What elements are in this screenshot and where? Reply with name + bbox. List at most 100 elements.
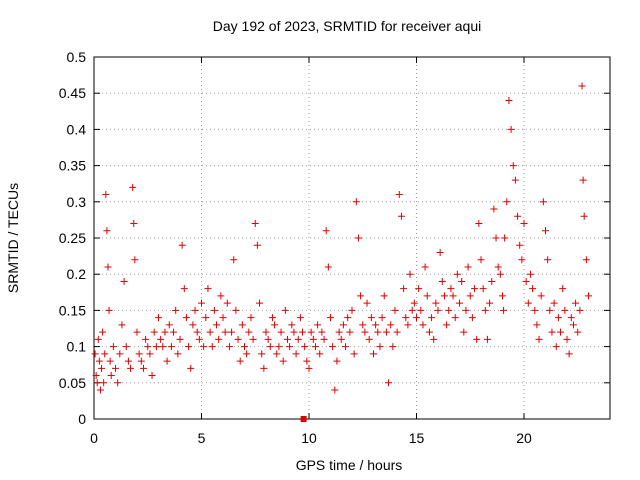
data-point <box>449 292 457 300</box>
data-point <box>331 386 339 394</box>
data-point <box>127 364 135 372</box>
data-point <box>572 299 580 307</box>
y-tick-label: 0.5 <box>67 49 87 65</box>
data-point <box>382 328 390 336</box>
data-point <box>92 372 100 380</box>
data-point <box>114 379 122 387</box>
data-point <box>500 306 508 314</box>
data-point <box>93 379 101 387</box>
data-point <box>488 277 496 285</box>
data-point <box>348 306 356 314</box>
data-point <box>567 314 575 322</box>
y-tick-label: 0.35 <box>59 158 86 174</box>
data-point <box>451 314 459 322</box>
data-point <box>537 292 545 300</box>
data-point <box>133 328 141 336</box>
data-point <box>277 328 285 336</box>
data-point <box>479 285 487 293</box>
data-point <box>193 328 201 336</box>
data-point <box>565 350 573 358</box>
data-point <box>520 220 528 228</box>
data-point <box>361 328 369 336</box>
data-point <box>389 343 397 351</box>
data-point <box>223 299 231 307</box>
data-point <box>511 176 519 184</box>
data-point <box>346 328 354 336</box>
data-point <box>106 357 114 365</box>
x-tick-label: 0 <box>90 430 98 446</box>
data-point <box>148 372 156 380</box>
data-point <box>299 328 307 336</box>
data-point <box>357 292 365 300</box>
data-point <box>391 306 399 314</box>
data-point <box>464 263 472 271</box>
y-tick-label: 0.15 <box>59 302 86 318</box>
data-point <box>468 314 476 322</box>
data-point <box>486 299 494 307</box>
data-point <box>107 372 115 380</box>
data-point <box>249 335 257 343</box>
data-point <box>185 343 193 351</box>
data-point <box>146 350 154 358</box>
data-point <box>410 299 418 307</box>
data-point <box>490 205 498 213</box>
data-point <box>266 343 274 351</box>
data-point <box>311 343 319 351</box>
data-point <box>135 350 143 358</box>
data-point <box>494 263 502 271</box>
data-point <box>232 306 240 314</box>
data-point <box>548 328 556 336</box>
data-point <box>320 335 328 343</box>
x-tick-label: 5 <box>198 430 206 446</box>
data-point <box>105 306 113 314</box>
data-points <box>91 82 592 394</box>
data-point <box>483 335 491 343</box>
data-point <box>378 314 386 322</box>
data-point <box>243 350 251 358</box>
data-point <box>245 328 253 336</box>
data-point <box>301 343 309 351</box>
data-point <box>200 343 208 351</box>
data-point <box>333 357 341 365</box>
data-point <box>554 314 562 322</box>
y-tick-label: 0.2 <box>67 266 87 282</box>
data-point <box>157 335 165 343</box>
data-point <box>96 386 104 394</box>
data-point <box>167 343 175 351</box>
data-point <box>260 364 268 372</box>
data-point <box>481 306 489 314</box>
data-point <box>438 277 446 285</box>
data-point <box>307 328 315 336</box>
data-point <box>95 357 103 365</box>
data-point <box>100 379 108 387</box>
data-point <box>339 321 347 329</box>
data-point <box>458 277 466 285</box>
data-point <box>236 357 244 365</box>
data-point <box>316 350 324 358</box>
special-markers <box>300 416 307 422</box>
data-point <box>387 321 395 329</box>
data-point <box>318 328 326 336</box>
data-point <box>440 292 448 300</box>
data-point <box>393 328 401 336</box>
data-point <box>563 335 571 343</box>
data-point <box>475 220 483 228</box>
data-point <box>402 314 410 322</box>
data-point <box>305 364 313 372</box>
square-marker <box>300 416 307 422</box>
data-point <box>352 198 360 206</box>
data-point <box>103 227 111 235</box>
data-point <box>104 263 112 271</box>
data-point <box>208 343 216 351</box>
data-point <box>477 256 485 264</box>
data-point <box>453 270 461 278</box>
data-point <box>324 263 332 271</box>
data-point <box>539 198 547 206</box>
data-point <box>204 285 212 293</box>
data-point <box>350 350 358 358</box>
data-point <box>544 256 552 264</box>
y-tick-labels: 0 0.05 0.1 0.15 0.2 0.25 0.3 0.35 0.4 0.45 0.5 <box>59 49 86 427</box>
data-point <box>99 328 107 336</box>
data-point <box>228 328 236 336</box>
